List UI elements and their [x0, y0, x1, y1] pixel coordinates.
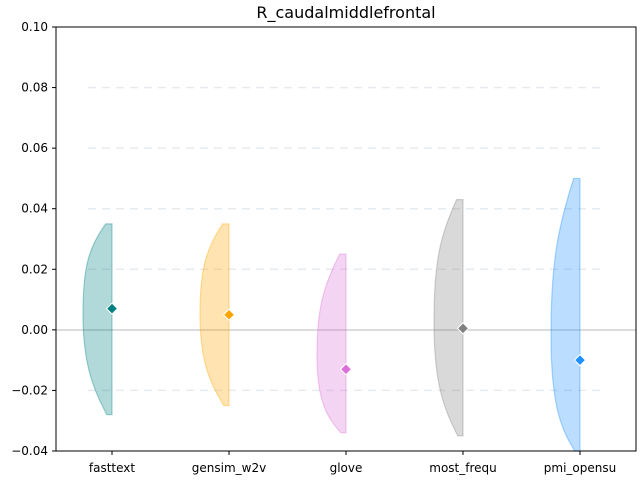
- chart-title: R_caudalmiddlefrontal: [256, 3, 435, 23]
- mean-markers: [105, 302, 587, 376]
- violin-glove: [316, 253, 347, 434]
- y-tick-label: 0.08: [21, 81, 48, 95]
- y-axis: −0.04 −0.02 0.00 0.02 0.04 0.06 0.08 0.10: [11, 20, 56, 458]
- violins: [82, 177, 581, 452]
- y-tick-label: 0.02: [21, 262, 48, 276]
- mean-marker-gensim_w2v: [222, 308, 236, 321]
- x-tick-label: most_frequ: [429, 461, 497, 475]
- mean-marker-pmi_opensu: [573, 353, 587, 367]
- mean-marker-fasttext: [105, 302, 119, 315]
- x-tick-label: glove: [330, 461, 363, 475]
- y-tick-label: −0.02: [11, 383, 48, 397]
- y-tick-label: 0.10: [21, 20, 48, 34]
- x-tick-label: pmi_opensu: [544, 461, 616, 475]
- y-tick-label: 0.00: [21, 323, 48, 337]
- mean-marker-glove: [339, 363, 353, 376]
- mean-marker-most_frequ: [456, 322, 470, 335]
- y-tick-label: 0.06: [21, 141, 48, 155]
- violin-gensim_w2v: [199, 223, 230, 407]
- x-tick-label: gensim_w2v: [192, 461, 266, 475]
- y-tick-label: −0.04: [11, 444, 48, 458]
- x-axis: fasttext gensim_w2v glove most_frequ pmi_ope…: [89, 451, 616, 475]
- violin-most_frequ: [433, 199, 464, 437]
- x-tick-label: fasttext: [89, 461, 136, 475]
- violin-pmi_opensu: [550, 177, 581, 452]
- y-tick-label: 0.04: [21, 202, 48, 216]
- grid-lines: [88, 86, 606, 392]
- violin-fasttext: [82, 223, 113, 416]
